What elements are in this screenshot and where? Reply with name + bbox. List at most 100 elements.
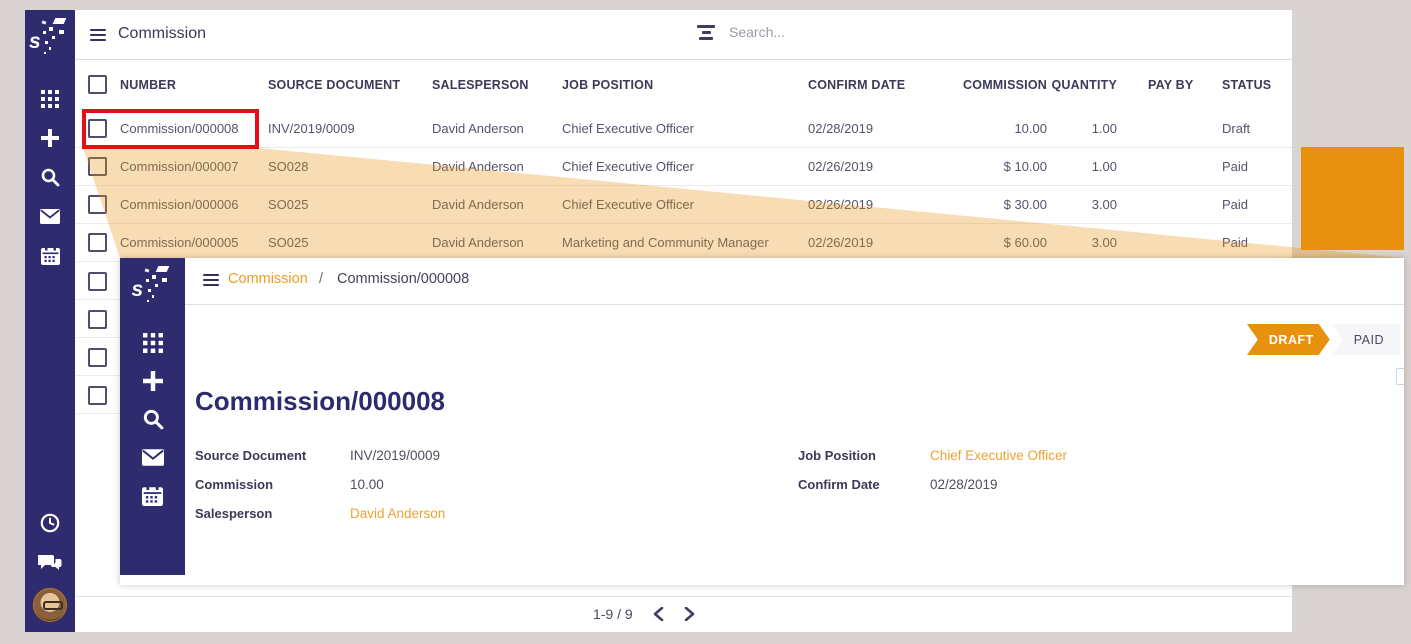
cell-confirm: 02/26/2019 — [808, 159, 874, 174]
cell-confirm: 02/26/2019 — [808, 235, 874, 250]
chat-icon[interactable] — [25, 546, 75, 580]
row-checkbox[interactable] — [88, 195, 107, 214]
main-sidebar: s — [25, 10, 75, 632]
pager-prev-icon[interactable] — [653, 607, 664, 621]
header-pay-by[interactable]: PAY BY — [1148, 78, 1194, 92]
apps-grid-icon[interactable] — [25, 82, 75, 116]
breadcrumb-current: Commission/000008 — [337, 271, 470, 287]
detail-sidebar: s — [120, 258, 185, 575]
cell-source: SO025 — [268, 235, 309, 250]
cell-quantity: 1.00 — [1091, 159, 1117, 174]
calendar-icon[interactable] — [25, 238, 75, 272]
row-checkbox[interactable] — [88, 119, 107, 138]
table-row[interactable]: Commission/000005 SO025 David Anderson M… — [75, 224, 1292, 262]
breadcrumb-separator: / — [319, 271, 324, 287]
apps-grid-icon[interactable] — [120, 324, 185, 362]
search-placeholder: Search... — [729, 24, 786, 40]
field-value-salesperson-link[interactable]: David Anderson — [350, 506, 446, 521]
breadcrumb-bar: Commission / Commission/000008 — [185, 258, 1404, 305]
field-value-job-position-link[interactable]: Chief Executive Officer — [930, 448, 1068, 463]
header-number[interactable]: NUMBER — [120, 78, 177, 92]
field-label-commission: Commission — [195, 477, 274, 492]
row-checkbox[interactable] — [88, 272, 107, 291]
header-quantity[interactable]: QUANTITY — [1051, 78, 1117, 92]
cell-confirm: 02/26/2019 — [808, 197, 874, 212]
table-row[interactable]: Commission/000006 SO025 David Anderson C… — [75, 186, 1292, 224]
breadcrumb-parent[interactable]: Commission — [228, 271, 308, 287]
create-plus-icon[interactable] — [25, 121, 75, 155]
cell-quantity: 3.00 — [1091, 197, 1117, 212]
statusbar-paid[interactable]: PAID — [1331, 324, 1400, 355]
field-label-job-position: Job Position — [798, 448, 876, 463]
search-icon[interactable] — [25, 160, 75, 194]
table-row[interactable]: Commission/000007 SO028 David Anderson C… — [75, 148, 1292, 186]
row-checkbox[interactable] — [88, 310, 107, 329]
menu-hamburger-icon[interactable] — [90, 29, 106, 41]
statusbar-draft[interactable]: DRAFT — [1247, 324, 1330, 355]
create-plus-icon[interactable] — [120, 362, 185, 400]
cell-commission: $ 10.00 — [1003, 159, 1047, 174]
pager: 1-9 / 9 — [593, 606, 695, 622]
clipped-button-fragment[interactable] — [1396, 368, 1404, 385]
cell-commission: 10.00 — [1014, 121, 1047, 136]
table-row[interactable]: Commission/000008 INV/2019/0009 David An… — [75, 110, 1292, 148]
search-bar[interactable]: Search... — [697, 24, 785, 40]
statusbar: DRAFT PAID — [1247, 324, 1400, 355]
header-job-position[interactable]: JOB POSITION — [562, 78, 654, 92]
user-avatar[interactable] — [25, 588, 75, 622]
header-confirm-date[interactable]: CONFIRM DATE — [808, 78, 906, 92]
pager-range: 1-9 / 9 — [593, 606, 633, 622]
cell-job: Chief Executive Officer — [562, 121, 694, 136]
cell-job: Marketing and Community Manager — [562, 235, 769, 250]
field-value-commission: 10.00 — [350, 477, 384, 492]
field-label-salesperson: Salesperson — [195, 506, 273, 521]
cell-number: Commission/000006 — [120, 197, 239, 212]
field-value-confirm-date: 02/28/2019 — [930, 477, 998, 492]
header-status[interactable]: STATUS — [1222, 78, 1272, 92]
row-checkbox[interactable] — [88, 348, 107, 367]
record-title: Commission/000008 — [195, 386, 446, 416]
table-header-row: NUMBER SOURCE DOCUMENT SALESPERSON JOB P… — [75, 60, 1292, 110]
cell-salesperson: David Anderson — [432, 159, 524, 174]
filter-icon — [697, 24, 715, 40]
cell-source: SO025 — [268, 197, 309, 212]
orange-accent-block — [1301, 147, 1404, 250]
recent-clock-icon[interactable] — [25, 506, 75, 540]
cell-number: Commission/000005 — [120, 235, 239, 250]
cell-quantity: 3.00 — [1091, 235, 1117, 250]
search-icon[interactable] — [120, 400, 185, 438]
list-topbar: Commission Search... — [75, 10, 1292, 60]
row-checkbox[interactable] — [88, 233, 107, 252]
app-logo-icon[interactable]: s — [28, 18, 72, 58]
cell-salesperson: David Anderson — [432, 197, 524, 212]
header-salesperson[interactable]: SALESPERSON — [432, 78, 529, 92]
cell-quantity: 1.00 — [1091, 121, 1117, 136]
footer-divider — [75, 596, 1292, 597]
menu-hamburger-icon[interactable] — [203, 274, 219, 286]
cell-status: Paid — [1222, 159, 1249, 174]
cell-source: INV/2019/0009 — [268, 121, 355, 136]
row-checkbox[interactable] — [88, 157, 107, 176]
header-commission[interactable]: COMMISSION — [963, 78, 1047, 92]
commission-detail-panel: s — [120, 258, 1404, 585]
app-logo-icon[interactable]: s — [131, 266, 175, 306]
row-checkbox[interactable] — [88, 386, 107, 405]
pager-next-icon[interactable] — [684, 607, 695, 621]
cell-salesperson: David Anderson — [432, 121, 524, 136]
cell-job: Chief Executive Officer — [562, 159, 694, 174]
field-label-source-document: Source Document — [195, 448, 307, 463]
fields-column-right: Job Position Chief Executive Officer Con… — [798, 448, 1067, 506]
cell-salesperson: David Anderson — [432, 235, 524, 250]
cell-number: Commission/000008 — [120, 121, 239, 136]
header-source-document[interactable]: SOURCE DOCUMENT — [268, 78, 401, 92]
select-all-checkbox[interactable] — [88, 75, 107, 94]
fields-column-left: Source Document INV/2019/0009 Commission… — [195, 448, 445, 535]
cell-status: Paid — [1222, 197, 1249, 212]
messages-envelope-icon[interactable] — [120, 438, 185, 476]
messages-envelope-icon[interactable] — [25, 199, 75, 233]
field-value-source-document: INV/2019/0009 — [350, 448, 441, 463]
field-label-confirm-date: Confirm Date — [798, 477, 880, 492]
cell-source: SO028 — [268, 159, 309, 174]
calendar-icon[interactable] — [120, 476, 185, 514]
